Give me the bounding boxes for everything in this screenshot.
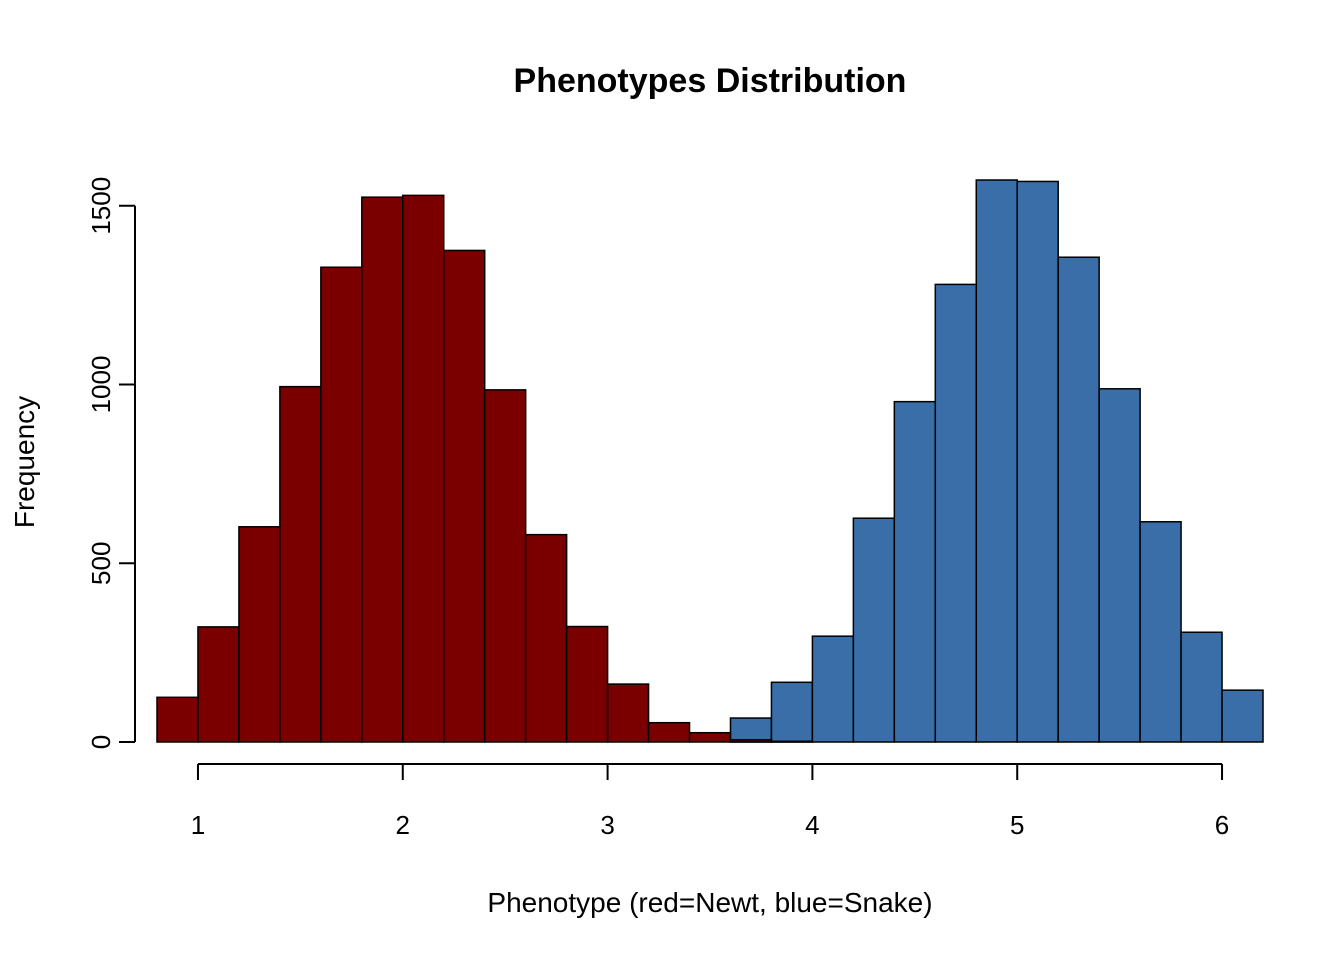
y-tick-label-2: 1000 (86, 356, 116, 414)
histogram-bar-series0-bin11 (606, 683, 650, 743)
y-tick-label-1: 500 (86, 542, 116, 585)
x-tick-label-4: 5 (1010, 810, 1024, 840)
y-axis-label: Frequency (9, 396, 40, 528)
chart-title: Phenotypes Distribution (514, 62, 907, 100)
histogram-bar-series0-bin5 (361, 196, 404, 743)
histogram-bar-series1-bin7 (1016, 180, 1059, 743)
histogram-bar-series1-bin6 (975, 179, 1018, 743)
y-tick-label-0: 0 (86, 735, 116, 749)
histogram-bar-series0-bin15 (770, 740, 814, 743)
histogram-bar-series1-bin9 (1098, 388, 1141, 743)
histogram-bar-series0-bin13 (688, 731, 732, 743)
x-tick-label-1: 2 (396, 810, 410, 840)
histogram-bar-series0-bin2 (238, 526, 281, 743)
x-tick-label-3: 4 (805, 810, 819, 840)
x-axis: 1 2 3 4 5 6 (191, 763, 1229, 840)
histogram-bar-series1-bin8 (1057, 256, 1100, 743)
histogram-bar-series0-bin6 (402, 194, 445, 743)
histogram-bar-series0-bin3 (279, 385, 322, 743)
histogram-bar-series0-bin8 (483, 389, 527, 743)
histogram-bar-series1-bin10 (1139, 521, 1182, 743)
histogram-bar-series0-bin4 (320, 266, 363, 743)
x-tick-label-5: 6 (1215, 810, 1229, 840)
histogram-bar-series1-bin2 (811, 635, 855, 743)
y-tick-label-3: 1500 (86, 177, 116, 235)
bars-group (156, 179, 1264, 743)
histogram-bar-series0-bin7 (442, 249, 486, 743)
histogram-bar-series0-bin10 (565, 625, 609, 743)
histogram-bar-series0-bin12 (647, 721, 691, 743)
histogram-bar-series1-bin0 (729, 717, 773, 743)
y-axis: 0 500 1000 1500 (86, 177, 136, 749)
histogram-bar-series1-bin5 (934, 283, 978, 743)
histogram-bar-series0-bin1 (197, 626, 240, 743)
histogram-bar-series1-bin11 (1180, 631, 1223, 743)
x-tick-label-0: 1 (191, 810, 205, 840)
x-axis-label: Phenotype (red=Newt, blue=Snake) (487, 887, 932, 918)
x-tick-label-2: 3 (600, 810, 614, 840)
histogram-bar-series1-bin1 (770, 681, 814, 743)
histogram-bar-series0-bin0 (156, 696, 199, 743)
histogram-bar-series1-bin3 (852, 517, 896, 743)
histogram-bar-series0-bin9 (524, 533, 568, 743)
histogram-bar-series1-bin12 (1221, 689, 1264, 743)
histogram-bar-series1-bin4 (893, 400, 937, 743)
histogram-bar-series0-bin14 (729, 739, 773, 743)
